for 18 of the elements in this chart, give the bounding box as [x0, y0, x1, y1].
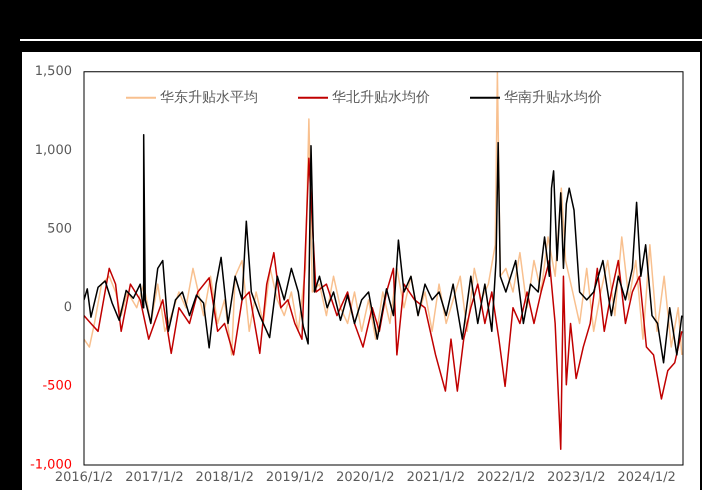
x-tick-label: 2017/1/2 — [125, 470, 184, 486]
y-tick-label: -1,000 — [30, 457, 72, 472]
y-tick-label: 1,000 — [34, 142, 72, 158]
legend-label: 华北升贴水均价 — [332, 89, 430, 106]
y-tick-label: 1,500 — [34, 64, 72, 80]
x-tick-label: 2024/1/2 — [617, 470, 676, 486]
y-tick-label: -500 — [42, 378, 72, 394]
x-tick-label: 2018/1/2 — [196, 470, 254, 486]
y-tick-label: 0 — [64, 300, 72, 316]
x-tick-label: 2019/1/2 — [266, 470, 324, 486]
x-tick-label: 2016/1/2 — [54, 470, 114, 486]
x-tick-label: 2020/1/2 — [336, 470, 394, 486]
x-tick-label: 2022/1/2 — [476, 470, 536, 486]
x-tick-label: 2023/1/2 — [547, 470, 606, 486]
y-tick-label: 500 — [47, 221, 72, 236]
x-tick-label: 2021/1/2 — [406, 470, 465, 486]
legend-label: 华东升贴水平均 — [160, 89, 258, 106]
legend-label: 华南升贴水均价 — [504, 89, 602, 106]
